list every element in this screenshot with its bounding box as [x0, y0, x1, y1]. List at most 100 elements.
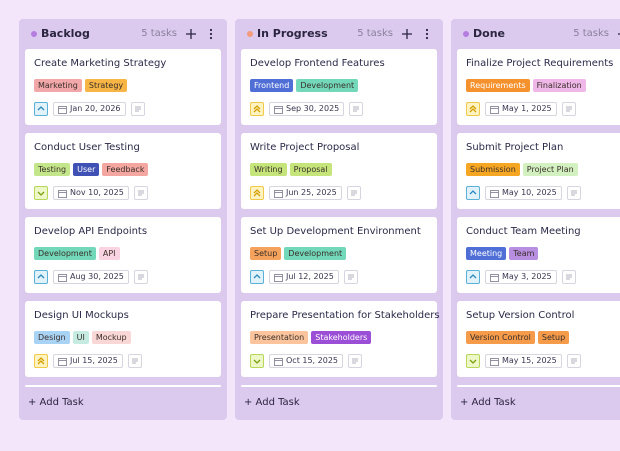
due-date: Oct 15, 2025 — [269, 354, 343, 368]
column: Done 5 tasks Finalize Project Requirements… — [451, 19, 620, 420]
task-card[interactable]: Finalize Project Requirements Requirement… — [457, 49, 620, 125]
task-title: Submit Project Plan — [466, 142, 564, 153]
date-text: Jun 25, 2025 — [286, 188, 337, 197]
tag-list: Presentation Stakeholders — [250, 331, 372, 344]
task-card[interactable]: Setup Version Control Version Control Setu… — [457, 301, 620, 377]
calendar-icon — [490, 190, 499, 198]
add-button[interactable] — [401, 28, 413, 40]
add-button[interactable] — [185, 28, 197, 40]
task-title: Prepare Presentation for Stakeholders — [250, 310, 440, 321]
due-date: Aug 30, 2025 — [53, 270, 129, 284]
tag-list: Frontend Development — [250, 79, 359, 92]
tag-list: Marketing Strategy — [34, 79, 128, 92]
priority-icon — [466, 354, 480, 368]
tag: Version Control — [466, 331, 535, 344]
tag-list: Submission Project Plan — [466, 163, 578, 176]
task-card[interactable]: Conduct Team Meeting Meeting Team May 3, 20… — [457, 217, 620, 293]
date-text: May 10, 2025 — [502, 188, 557, 197]
task-card[interactable]: Submit Project Plan Submission Project Pla… — [457, 133, 620, 209]
menu-button[interactable] — [205, 28, 217, 40]
priority-icon — [466, 186, 480, 200]
tag: Submission — [466, 163, 520, 176]
calendar-icon — [58, 190, 67, 198]
tag-list: Design UI Mockup — [34, 331, 131, 344]
description-icon — [567, 354, 581, 368]
tag: Setup — [250, 247, 282, 260]
tag: UI — [72, 331, 89, 344]
menu-button[interactable] — [421, 28, 433, 40]
tag: API — [98, 247, 120, 260]
task-card-partial — [241, 385, 437, 387]
description-icon — [567, 186, 581, 200]
date-text: Nov 10, 2025 — [70, 188, 124, 197]
priority-arrow — [469, 105, 477, 113]
tag: Team — [509, 247, 539, 260]
task-title: Conduct Team Meeting — [466, 226, 581, 237]
calendar-icon — [58, 274, 67, 282]
calendar-icon — [58, 358, 67, 366]
lines-icon — [566, 106, 572, 112]
priority-icon — [250, 186, 264, 200]
date-text: Sep 30, 2025 — [286, 104, 340, 113]
priority-icon — [34, 186, 48, 200]
priority-icon — [34, 270, 48, 284]
lines-icon — [348, 274, 354, 280]
date-text: May 15, 2025 — [502, 356, 557, 365]
add-task[interactable]: + Add Task — [460, 397, 516, 408]
tag: Finalization — [532, 79, 586, 92]
date-text: Jul 15, 2025 — [70, 356, 118, 365]
add-task[interactable]: + Add Task — [244, 397, 300, 408]
task-card[interactable]: Write Project Proposal Writing Proposal Jun… — [241, 133, 437, 209]
lines-icon — [566, 274, 572, 280]
tag: Writing — [250, 163, 287, 176]
tag: Setup — [537, 331, 570, 344]
priority-arrow — [253, 359, 261, 364]
tag: Strategy — [84, 79, 128, 92]
task-card-partial — [457, 385, 620, 387]
tag: User — [73, 163, 100, 176]
priority-arrow — [37, 106, 45, 111]
task-card[interactable]: Develop API Endpoints Development API Aug 3… — [25, 217, 221, 293]
status-dot — [31, 31, 37, 37]
date-text: Jul 12, 2025 — [286, 272, 334, 281]
tag: Marketing — [34, 79, 82, 92]
task-title: Finalize Project Requirements — [466, 58, 614, 69]
lines-icon — [571, 190, 577, 196]
tag: Design — [34, 331, 70, 344]
description-icon — [348, 354, 362, 368]
tag: Development — [284, 247, 347, 260]
priority-arrow — [253, 105, 261, 113]
calendar-icon — [490, 358, 499, 366]
due-date: Sep 30, 2025 — [269, 102, 345, 116]
description-icon — [347, 186, 361, 200]
column-title: Done — [473, 27, 505, 40]
priority-icon — [250, 354, 264, 368]
due-date: May 15, 2025 — [485, 354, 562, 368]
lines-icon — [571, 358, 577, 364]
task-card[interactable]: Set Up Development Environment Setup Devel… — [241, 217, 437, 293]
task-title: Develop API Endpoints — [34, 226, 148, 237]
calendar-icon — [274, 274, 283, 282]
task-card[interactable]: Conduct User Testing Testing User Feedback N… — [25, 133, 221, 209]
task-card[interactable]: Design UI Mockups Design UI Mockup Jul 15, 2… — [25, 301, 221, 377]
due-date: Jul 12, 2025 — [269, 270, 339, 284]
task-title: Conduct User Testing — [34, 142, 140, 153]
tag-list: Development API — [34, 247, 120, 260]
due-date: Nov 10, 2025 — [53, 186, 129, 200]
priority-icon — [250, 102, 264, 116]
tag-list: Testing User Feedback — [34, 163, 149, 176]
add-task[interactable]: + Add Task — [28, 397, 84, 408]
tag: Meeting — [466, 247, 507, 260]
priority-arrow — [253, 274, 261, 279]
lines-icon — [351, 190, 357, 196]
task-title: Develop Frontend Features — [250, 58, 385, 69]
task-title: Set Up Development Environment — [250, 226, 421, 237]
task-card-partial — [25, 385, 221, 387]
task-card[interactable]: Develop Frontend Features Frontend Develop… — [241, 49, 437, 125]
priority-icon — [466, 102, 480, 116]
task-title: Create Marketing Strategy — [34, 58, 167, 69]
task-card[interactable]: Prepare Presentation for Stakeholders Pre… — [241, 301, 440, 377]
tag: Feedback — [102, 163, 149, 176]
task-card[interactable]: Create Marketing Strategy Marketing Strate… — [25, 49, 221, 125]
calendar-icon — [58, 106, 67, 114]
